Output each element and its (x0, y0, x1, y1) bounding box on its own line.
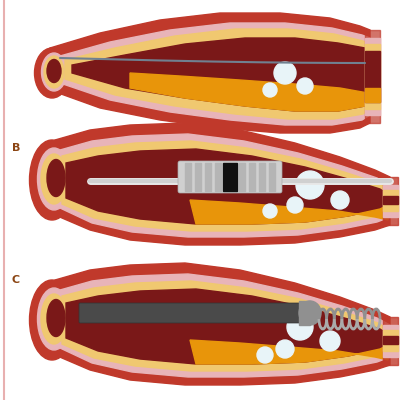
Ellipse shape (38, 148, 70, 210)
Polygon shape (383, 330, 398, 351)
Circle shape (276, 340, 294, 358)
Polygon shape (383, 177, 398, 225)
Polygon shape (365, 88, 380, 102)
Ellipse shape (41, 154, 67, 204)
Ellipse shape (42, 53, 66, 91)
Bar (223, 163, 237, 191)
Polygon shape (190, 200, 390, 224)
Polygon shape (66, 289, 390, 364)
Circle shape (274, 62, 296, 84)
Ellipse shape (30, 280, 74, 360)
Polygon shape (66, 149, 390, 224)
Polygon shape (60, 134, 390, 237)
Polygon shape (365, 51, 380, 102)
Circle shape (287, 197, 303, 213)
Polygon shape (383, 185, 398, 217)
Circle shape (257, 347, 273, 363)
FancyBboxPatch shape (178, 161, 282, 193)
Polygon shape (60, 23, 370, 125)
Circle shape (297, 78, 313, 94)
Polygon shape (365, 30, 380, 123)
Polygon shape (383, 336, 398, 344)
Bar (185, 163, 191, 191)
Bar (239, 163, 245, 191)
Polygon shape (365, 38, 380, 115)
Bar (249, 163, 255, 191)
Ellipse shape (41, 294, 67, 344)
Polygon shape (383, 317, 398, 365)
Polygon shape (62, 141, 390, 231)
Ellipse shape (38, 288, 70, 350)
Polygon shape (383, 325, 398, 357)
Polygon shape (383, 190, 398, 211)
Polygon shape (60, 274, 390, 377)
Circle shape (320, 331, 340, 351)
Polygon shape (50, 13, 370, 133)
Polygon shape (383, 196, 398, 204)
Polygon shape (365, 44, 380, 109)
Ellipse shape (44, 56, 64, 88)
Circle shape (287, 314, 313, 340)
Circle shape (263, 204, 277, 218)
Polygon shape (65, 29, 370, 119)
Bar (195, 163, 201, 191)
Text: C: C (12, 275, 20, 285)
Circle shape (263, 83, 277, 97)
FancyBboxPatch shape (79, 303, 311, 323)
Ellipse shape (47, 300, 65, 336)
Polygon shape (55, 123, 390, 245)
Bar (269, 163, 275, 191)
Ellipse shape (34, 48, 70, 98)
Circle shape (296, 171, 324, 199)
Bar (299, 301, 310, 325)
Bar (259, 163, 265, 191)
Polygon shape (130, 73, 370, 111)
Bar (205, 163, 211, 191)
Circle shape (331, 191, 349, 209)
Polygon shape (190, 340, 390, 364)
Bar (215, 163, 221, 191)
Ellipse shape (47, 60, 61, 82)
Ellipse shape (47, 160, 65, 196)
Ellipse shape (299, 301, 321, 325)
Ellipse shape (30, 140, 74, 220)
Polygon shape (72, 38, 370, 111)
Polygon shape (62, 281, 390, 371)
Polygon shape (55, 263, 390, 385)
Text: B: B (12, 143, 20, 153)
